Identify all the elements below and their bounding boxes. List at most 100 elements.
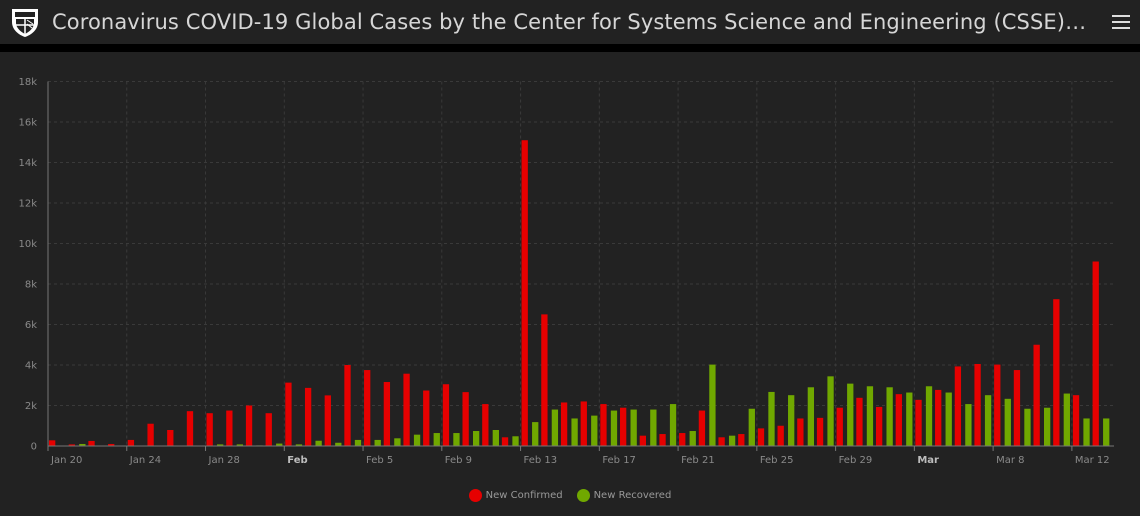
bar-new-confirmed[interactable] [836,407,843,446]
bar-new-recovered[interactable] [689,431,696,446]
bar-new-confirmed[interactable] [856,397,863,446]
bar-new-confirmed[interactable] [1092,261,1099,446]
bar-new-recovered[interactable] [512,436,519,446]
bar-new-confirmed[interactable] [68,444,75,446]
bar-new-recovered[interactable] [847,383,854,446]
bar-new-recovered[interactable] [630,409,637,446]
bar-new-recovered[interactable] [610,410,618,446]
bar-new-confirmed[interactable] [501,437,509,446]
bar-new-recovered[interactable] [650,409,657,446]
bar-new-confirmed[interactable] [738,434,745,446]
bar-new-confirmed[interactable] [935,389,942,446]
bar-new-recovered[interactable] [807,387,815,446]
bar-new-confirmed[interactable] [580,401,587,446]
bar-new-recovered[interactable] [413,434,421,446]
bar-new-confirmed[interactable] [265,413,272,446]
bar-new-recovered[interactable] [669,404,677,446]
bar-new-confirmed[interactable] [994,364,1001,446]
bar-new-confirmed[interactable] [895,394,902,446]
bar-new-confirmed[interactable] [482,404,489,446]
bar-new-recovered[interactable] [788,395,795,446]
bar-new-recovered[interactable] [1083,418,1090,446]
bar-new-recovered[interactable] [276,443,283,446]
bar-new-recovered[interactable] [453,433,460,446]
bar-new-confirmed[interactable] [915,399,922,446]
bar-new-recovered[interactable] [295,444,303,446]
bar-new-confirmed[interactable] [620,407,627,446]
bar-new-confirmed[interactable] [560,402,568,446]
bar-new-recovered[interactable] [433,433,440,446]
bar-new-confirmed[interactable] [285,382,292,446]
bar-new-confirmed[interactable] [600,404,607,446]
bar-new-confirmed[interactable] [679,433,686,446]
bar-new-confirmed[interactable] [167,430,174,446]
bar-new-recovered[interactable] [394,438,401,446]
bar-new-confirmed[interactable] [541,314,548,446]
bar-new-confirmed[interactable] [639,435,646,446]
bar-new-confirmed[interactable] [88,440,95,446]
bar-new-recovered[interactable] [492,430,499,446]
bar-new-recovered[interactable] [906,392,913,446]
bar-new-recovered[interactable] [965,404,972,446]
bar-new-confirmed[interactable] [442,384,450,446]
bar-new-recovered[interactable] [1103,418,1110,446]
legend-item-confirmed[interactable]: New Confirmed [468,489,563,502]
bar-new-confirmed[interactable] [974,363,981,446]
bar-new-recovered[interactable] [945,392,952,446]
bar-new-recovered[interactable] [925,386,933,446]
hamburger-menu-icon[interactable] [1112,11,1130,31]
bar-new-confirmed[interactable] [521,140,528,446]
bar-new-recovered[interactable] [768,391,775,446]
bar-new-confirmed[interactable] [206,413,213,446]
bar-new-confirmed[interactable] [718,437,725,446]
bar-new-recovered[interactable] [472,431,480,446]
bar-new-confirmed[interactable] [1033,344,1040,446]
bar-new-recovered[interactable] [984,395,992,446]
bar-new-recovered[interactable] [374,439,381,446]
bar-new-confirmed[interactable] [304,387,312,446]
bar-new-confirmed[interactable] [108,443,115,446]
bar-new-recovered[interactable] [728,435,736,446]
bar-new-confirmed[interactable] [777,425,784,446]
bar-new-recovered[interactable] [1044,407,1051,446]
bar-new-confirmed[interactable] [816,417,824,446]
bar-new-recovered[interactable] [335,442,342,446]
bar-new-confirmed[interactable] [383,382,391,446]
bar-new-confirmed[interactable] [147,423,154,446]
bar-new-confirmed[interactable] [49,440,56,446]
bar-new-recovered[interactable] [866,386,874,446]
bar-new-recovered[interactable] [315,440,322,446]
bar-new-recovered[interactable] [532,422,539,446]
bar-new-confirmed[interactable] [659,434,666,446]
bar-new-confirmed[interactable] [403,373,410,446]
bar-new-recovered[interactable] [354,439,362,446]
bar-new-recovered[interactable] [709,364,716,446]
bar-new-recovered[interactable] [1063,393,1070,446]
bar-new-recovered[interactable] [1004,398,1011,446]
bar-new-recovered[interactable] [217,444,224,446]
bar-new-confirmed[interactable] [324,395,331,446]
legend-item-recovered[interactable]: New Recovered [576,489,671,502]
bar-new-recovered[interactable] [1024,408,1031,446]
bar-new-recovered[interactable] [236,444,244,446]
bar-new-confirmed[interactable] [797,418,804,446]
bar-new-confirmed[interactable] [954,366,962,446]
bar-new-confirmed[interactable] [127,439,135,446]
bar-new-confirmed[interactable] [875,406,883,446]
bar-new-recovered[interactable] [571,418,578,446]
bar-new-confirmed[interactable] [186,411,194,446]
bar-new-recovered[interactable] [79,443,86,446]
bar-new-confirmed[interactable] [1013,370,1021,446]
bar-new-confirmed[interactable] [698,410,706,446]
bar-new-recovered[interactable] [551,409,559,446]
bar-new-confirmed[interactable] [1053,299,1060,446]
bar-new-confirmed[interactable] [423,390,430,446]
bar-new-confirmed[interactable] [245,405,253,447]
bar-new-confirmed[interactable] [757,428,765,446]
bar-new-confirmed[interactable] [1072,395,1080,446]
bar-new-recovered[interactable] [591,415,598,446]
bar-new-recovered[interactable] [886,387,893,446]
bar-new-confirmed[interactable] [462,392,469,446]
bar-new-recovered[interactable] [748,408,755,446]
bar-new-confirmed[interactable] [344,365,351,446]
